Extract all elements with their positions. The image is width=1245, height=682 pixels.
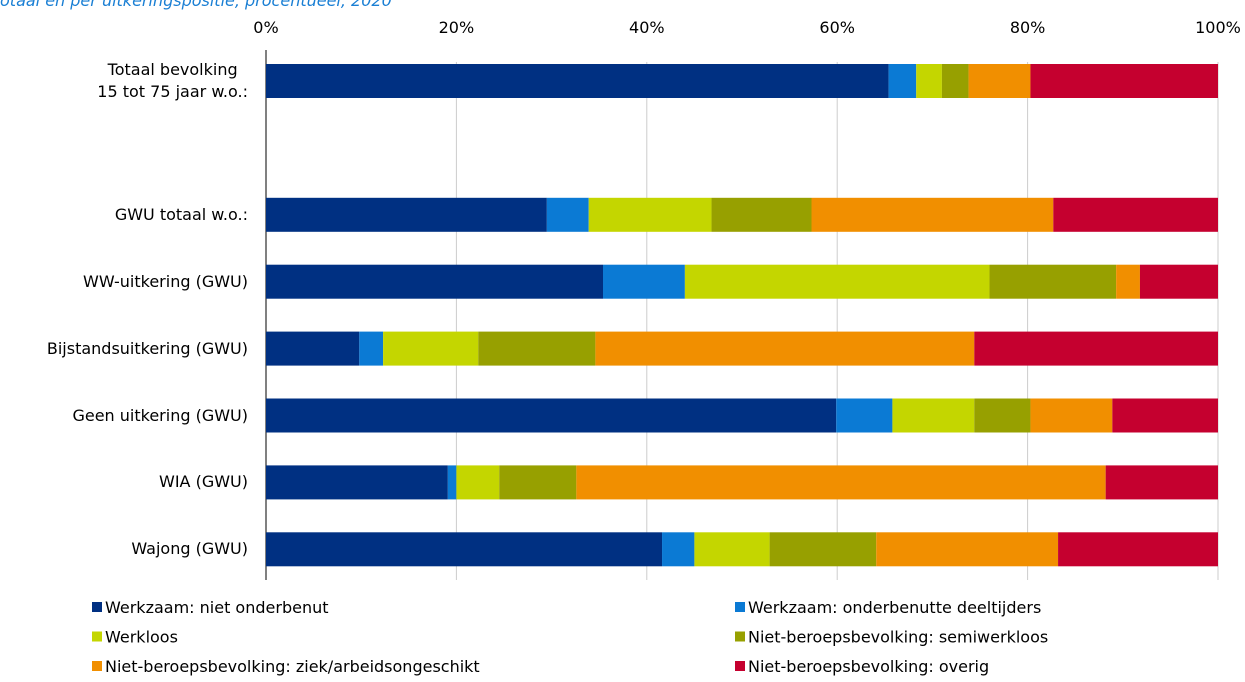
- bar-segment: [499, 465, 577, 500]
- bar-segment: [684, 264, 990, 299]
- bar-segment: [694, 532, 770, 567]
- bar-segment: [968, 64, 1031, 98]
- legend-label: Werkzaam: niet onderbenut: [105, 598, 329, 617]
- legend-swatch: [735, 602, 745, 612]
- bar-segment: [892, 398, 975, 433]
- bar-segment: [989, 264, 1117, 299]
- legend-swatch: [735, 631, 745, 642]
- x-tick-label: 20%: [439, 18, 475, 37]
- bar-segment: [711, 197, 812, 232]
- bar-segment: [1030, 398, 1113, 433]
- bar-segment: [266, 197, 547, 232]
- bar-segment: [888, 64, 917, 98]
- bar-segment: [266, 331, 360, 366]
- bar-segment: [941, 64, 969, 98]
- x-tick-label: 80%: [1010, 18, 1046, 37]
- bar-segment: [974, 331, 1218, 366]
- bar-segment: [1112, 398, 1218, 433]
- legend-swatch: [92, 631, 102, 642]
- bar-segment: [359, 331, 384, 366]
- bar-segment: [447, 465, 457, 500]
- legend-label: Niet-beroepsbevolking: ziek/arbeidsonges…: [105, 657, 480, 676]
- bar-segment: [266, 398, 837, 433]
- bar-segment: [769, 532, 877, 567]
- bar-segment: [1139, 264, 1218, 299]
- x-tick-label: 100%: [1195, 18, 1241, 37]
- y-tick-label: Geen uitkering (GWU): [72, 405, 248, 425]
- y-tick-label: Bijstandsuitkering (GWU): [46, 338, 248, 358]
- bar-segment: [266, 465, 448, 500]
- bar-segment: [576, 465, 1106, 500]
- legend-swatch: [92, 661, 102, 671]
- x-tick-label: 40%: [629, 18, 665, 37]
- bar-segment: [916, 64, 942, 98]
- bar-segment: [1116, 264, 1140, 299]
- bar-segment: [1030, 64, 1218, 98]
- bar-segment: [876, 532, 1059, 567]
- y-tick-label: Totaal bevolking 15 tot 75 jaar w.o.:: [97, 60, 248, 101]
- legend-label: Niet-beroepsbevolking: overig: [748, 657, 989, 676]
- bar-segment: [811, 197, 1054, 232]
- bar-segment: [266, 264, 604, 299]
- bar-segment: [603, 264, 685, 299]
- bar-segment: [266, 532, 663, 567]
- y-tick-label: WIA (GWU): [159, 472, 248, 492]
- bar-segment: [662, 532, 695, 567]
- bar-segment: [595, 331, 975, 366]
- bar-segment: [266, 64, 889, 98]
- legend-swatch: [92, 602, 102, 612]
- legend-swatch: [735, 661, 745, 671]
- y-tick-label: Wajong (GWU): [131, 539, 248, 559]
- legend-label: Werkloos: [105, 628, 178, 647]
- x-tick-label: 60%: [819, 18, 855, 37]
- bar-segment: [546, 197, 589, 232]
- chart-title: otaal en per uitkeringspositie, procentu…: [0, 0, 392, 10]
- bar-segment: [383, 331, 479, 366]
- y-tick-label: GWU totaal w.o.:: [114, 204, 248, 224]
- legend-label: Werkzaam: onderbenutte deeltijders: [748, 598, 1041, 617]
- bar-segment: [588, 197, 712, 232]
- bar-segment: [974, 398, 1031, 433]
- bar-segment: [836, 398, 893, 433]
- bar-segment: [456, 465, 500, 500]
- bar-segment: [1058, 532, 1218, 567]
- x-tick-label: 0%: [253, 18, 278, 37]
- bar-segment: [1105, 465, 1218, 500]
- bar-segment: [478, 331, 596, 366]
- legend-label: Niet-beroepsbevolking: semiwerkloos: [748, 628, 1048, 647]
- bar-segment: [1053, 197, 1218, 232]
- y-tick-label: WW-uitkering (GWU): [83, 271, 248, 291]
